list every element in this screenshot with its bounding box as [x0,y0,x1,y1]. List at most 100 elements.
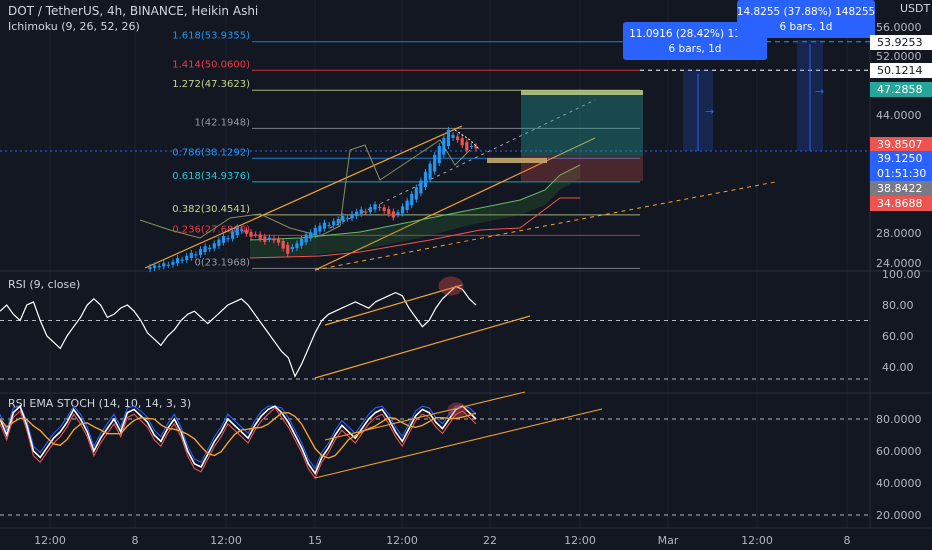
candle-body-70 [469,145,474,147]
price-badge-bg-5 [870,166,932,181]
measure-label-box-1 [737,0,875,38]
candle-body-8 [185,255,189,261]
price-badge-7: 34.8688 [877,197,923,210]
fib-label-7: 0.236(27.6800) [172,224,250,235]
candle-body-22 [249,231,253,237]
candle-body-48 [368,207,372,212]
candle-body-65 [446,129,451,147]
price-tick-4: 24.0000 [876,257,922,270]
candle-body-10 [194,254,198,256]
time-tick-2: 12:00 [210,534,242,547]
candle-body-36 [313,227,317,236]
candle-body-42 [341,216,345,222]
rsi-tick-2: 60.00 [882,330,914,343]
fib-label-4: 0.786(38.1292) [172,147,250,158]
fib-label-3: 1(42.1948) [194,117,250,128]
rsi-tick-1: 80.00 [882,299,914,312]
candle-body-11 [198,249,203,255]
candle-body-12 [203,246,207,253]
fib-label-1: 1.414(50.0600) [172,59,250,70]
candle-body-16 [221,235,226,243]
ichimoku-span-b [249,197,580,259]
candle-body-44 [350,213,354,219]
time-tick-7: Mar [658,534,679,547]
price-badge-bg-2 [870,82,932,97]
price-tick-2: 44.0000 [876,109,922,122]
candle-body-58 [414,187,418,200]
measure-label-line2-0: 6 bars, 1d [669,43,722,55]
stoch-tick-3: 20.0000 [876,509,922,522]
channel-dashed [314,181,776,271]
candle-body-39 [327,224,331,226]
position-target-zone [521,92,643,156]
price-badge-4: 39.1250 [877,152,923,165]
candle-body-24 [258,234,262,239]
fib-label-0: 1.618(53.9355) [172,31,250,42]
rsi-highlight [438,276,464,296]
candle-body-3 [162,263,166,267]
time-tick-3: 15 [308,534,322,547]
candle-body-55 [400,206,405,214]
rsi-line [0,285,477,378]
time-tick-1: 8 [132,534,139,547]
candle-body-68 [460,138,464,146]
channel-lower [314,137,596,271]
candle-body-60 [423,171,428,188]
candle-body-40 [332,221,336,226]
price-badge-bg-3 [870,137,932,152]
time-tick-6: 12:00 [564,534,596,547]
measure-label-box-0 [623,22,767,60]
fib-label-8: 0(23.1968) [194,257,250,268]
price-badge-bg-6 [870,181,932,196]
time-tick-5: 22 [483,534,497,547]
candle-body-21 [244,230,249,234]
stoch-tick-1: 60.0000 [876,445,922,458]
price-tick-1: 52.0000 [876,50,922,63]
candle-body-31 [290,247,294,250]
ichimoku-legend[interactable]: Ichimoku (9, 26, 52, 26) [8,20,140,33]
candle-body-28 [276,239,281,243]
price-badge-2: 47.2858 [877,83,923,96]
candle-body-41 [336,218,340,224]
stoch-trend-upper [324,391,526,441]
candle-body-32 [295,243,299,249]
candle-body-14 [212,243,216,249]
measure-label-line1-0: 11.0916 (28.42%) 11091 [629,28,761,40]
rsi-title: RSI (9, close) [8,278,80,291]
candle-body-51 [382,207,386,211]
candle-body-34 [304,234,308,243]
stoch-pane[interactable]: RSI EMA STOCH (14, 10, 14, 3, 3) [0,391,870,516]
candle-body-1 [152,265,157,269]
symbol-title[interactable]: DOT / TetherUS, 4h, BINANCE, Heikin Ashi [8,4,259,18]
rsi-trend-upper [324,284,463,326]
stoch-line-1 [0,406,477,480]
rsi-tick-0: 100.00 [882,268,921,281]
candle-body-66 [451,134,455,138]
rsi-tick-3: 40.00 [882,361,914,374]
candle-body-35 [309,232,313,239]
candle-body-6 [175,258,180,264]
price-tick-3: 28.0000 [876,227,922,240]
candle-body-50 [377,206,382,208]
candle-body-38 [322,222,327,229]
rsi-pane[interactable]: RSI (9, close) [0,276,870,380]
measure-label-line1-1: 14.8255 (37.88%) 148255 [737,6,875,18]
stoch-ema [0,411,477,459]
stoch-title: RSI EMA STOCH (14, 10, 14, 3, 3) [8,397,191,410]
candle-body-19 [235,227,239,236]
time-tick-4: 12:00 [386,534,418,547]
candle-body-26 [267,237,271,240]
candle-body-59 [419,180,423,194]
candle-body-37 [318,225,322,232]
candle-body-18 [231,231,235,239]
stoch-line-2 [0,404,477,476]
candle-body-46 [359,209,363,214]
price-badge-3: 39.8507 [877,138,923,151]
price-badge-bg-0 [870,35,932,50]
candle-body-53 [391,211,395,218]
main-price-pane[interactable]: 1.618(53.9355) 1.414(50.0600) 1.272(47.362… [0,0,875,273]
fib-label-6: 0.382(30.4541) [172,204,250,215]
candle-body-20 [240,229,244,232]
stoch-tick-2: 40.0000 [876,477,922,490]
